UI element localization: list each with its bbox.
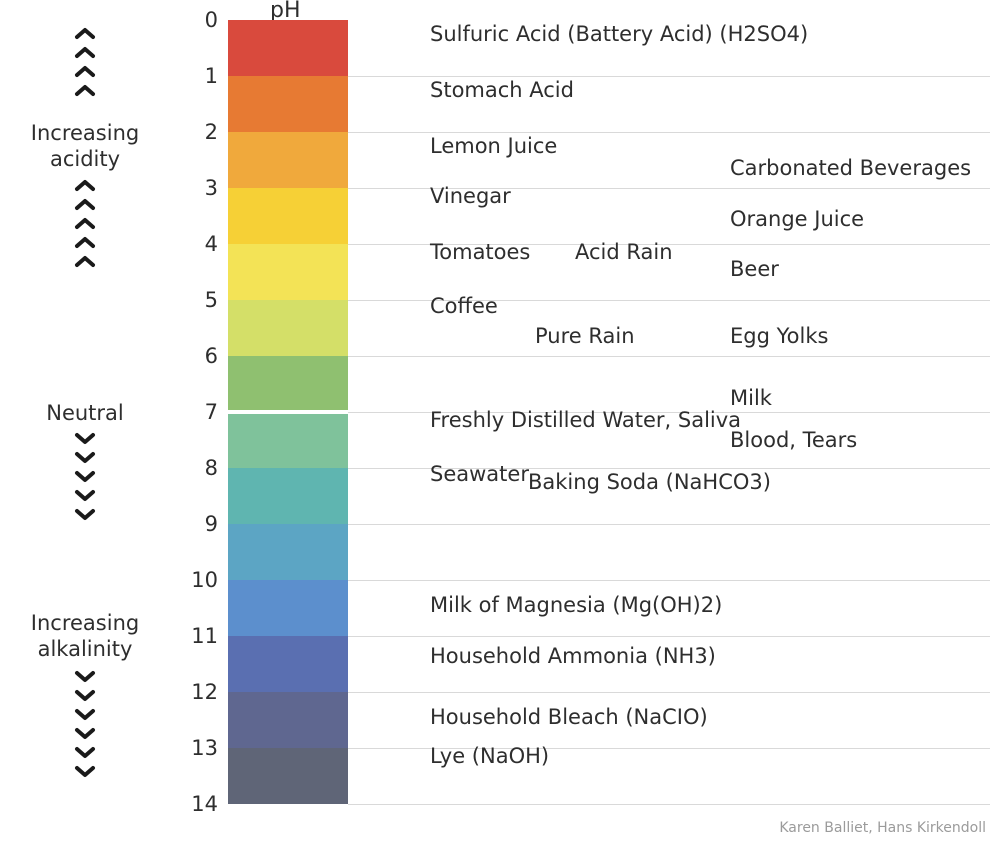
example-label: Pure Rain (535, 324, 635, 348)
example-label: Blood, Tears (730, 428, 857, 452)
example-label: Acid Rain (575, 240, 673, 264)
chevron-down-icon (74, 727, 96, 741)
ph-band-13-14 (228, 748, 348, 804)
example-label: Milk of Magnesia (Mg(OH)2) (430, 593, 722, 617)
chevron-down-icon (74, 708, 96, 722)
tick-label-1: 1 (180, 64, 218, 88)
example-label: Tomatoes (430, 240, 530, 264)
tick-label-14: 14 (180, 792, 218, 816)
ph-band-11-12 (228, 636, 348, 692)
gridline-14 (348, 804, 990, 805)
gridline-9 (348, 524, 990, 525)
ph-band-9-10 (228, 524, 348, 580)
chevron-up-icon (74, 26, 96, 40)
chevron-up-icon (74, 178, 96, 192)
chevron-down-icon (74, 746, 96, 760)
chevron-up-icon (74, 64, 96, 78)
chevron-up-icon (74, 83, 96, 97)
tick-label-5: 5 (180, 288, 218, 312)
left-column: Increasingacidity Neutral Increasingalka… (0, 20, 170, 804)
chevron-down-icon (74, 689, 96, 703)
chevron-stack-acid-bottom (0, 178, 170, 268)
example-label: Seawater (430, 462, 529, 486)
ph-band-4-5 (228, 244, 348, 300)
ph-band-7-8 (228, 414, 348, 468)
example-label: Egg Yolks (730, 324, 828, 348)
alkalinity-label: Increasingalkalinity (0, 610, 170, 663)
gridline-2 (348, 132, 990, 133)
ph-band-2-3 (228, 132, 348, 188)
example-label: Freshly Distilled Water, Saliva (430, 408, 741, 432)
tick-label-7: 7 (180, 400, 218, 424)
credit-line: Karen Balliet, Hans Kirkendoll (779, 820, 986, 836)
ph-band-8-9 (228, 468, 348, 524)
tick-label-6: 6 (180, 344, 218, 368)
ph-band-12-13 (228, 692, 348, 748)
chevron-up-icon (74, 254, 96, 268)
gridline-6 (348, 356, 990, 357)
chevron-down-icon (74, 508, 96, 522)
tick-label-3: 3 (180, 176, 218, 200)
chevron-stack-base-top (0, 432, 170, 522)
ph-band-5-6 (228, 300, 348, 356)
gridline-10 (348, 580, 990, 581)
chevron-up-icon (74, 45, 96, 59)
neutral-label: Neutral (0, 400, 170, 426)
acidity-label: Increasingacidity (0, 120, 170, 173)
ph-band-6-7 (228, 356, 348, 410)
example-label: Baking Soda (NaHCO3) (528, 470, 771, 494)
tick-label-11: 11 (180, 624, 218, 648)
example-label: Carbonated Beverages (730, 156, 971, 180)
ph-color-scale (228, 20, 348, 804)
chevron-stack-acid-top (0, 26, 170, 97)
example-label: Lemon Juice (430, 134, 557, 158)
example-label: Coffee (430, 294, 498, 318)
gridline-12 (348, 692, 990, 693)
chevron-down-icon (74, 670, 96, 684)
chevron-stack-base-bottom (0, 670, 170, 779)
tick-label-8: 8 (180, 456, 218, 480)
chevron-up-icon (74, 235, 96, 249)
gridline-11 (348, 636, 990, 637)
example-label: Household Ammonia (NH3) (430, 644, 716, 668)
example-label: Household Bleach (NaCIO) (430, 705, 708, 729)
ph-scale-infographic: pH Increasingacidity Neutral Increasinga… (0, 0, 1000, 846)
ph-band-1-2 (228, 76, 348, 132)
ph-band-10-11 (228, 580, 348, 636)
ph-band-3-4 (228, 188, 348, 244)
tick-label-0: 0 (180, 8, 218, 32)
chevron-down-icon (74, 470, 96, 484)
chevron-up-icon (74, 216, 96, 230)
chevron-down-icon (74, 765, 96, 779)
chevron-up-icon (74, 197, 96, 211)
gridline-1 (348, 76, 990, 77)
ph-band-0-1 (228, 20, 348, 76)
example-label: Milk (730, 386, 772, 410)
example-label: Sulfuric Acid (Battery Acid) (H2SO4) (430, 22, 808, 46)
tick-label-12: 12 (180, 680, 218, 704)
tick-label-10: 10 (180, 568, 218, 592)
tick-label-2: 2 (180, 120, 218, 144)
tick-label-4: 4 (180, 232, 218, 256)
chevron-down-icon (74, 451, 96, 465)
chevron-down-icon (74, 432, 96, 446)
tick-label-13: 13 (180, 736, 218, 760)
example-label: Orange Juice (730, 207, 864, 231)
example-label: Stomach Acid (430, 78, 574, 102)
example-label: Vinegar (430, 184, 511, 208)
tick-label-9: 9 (180, 512, 218, 536)
chevron-down-icon (74, 489, 96, 503)
example-label: Beer (730, 257, 779, 281)
example-label: Lye (NaOH) (430, 744, 549, 768)
